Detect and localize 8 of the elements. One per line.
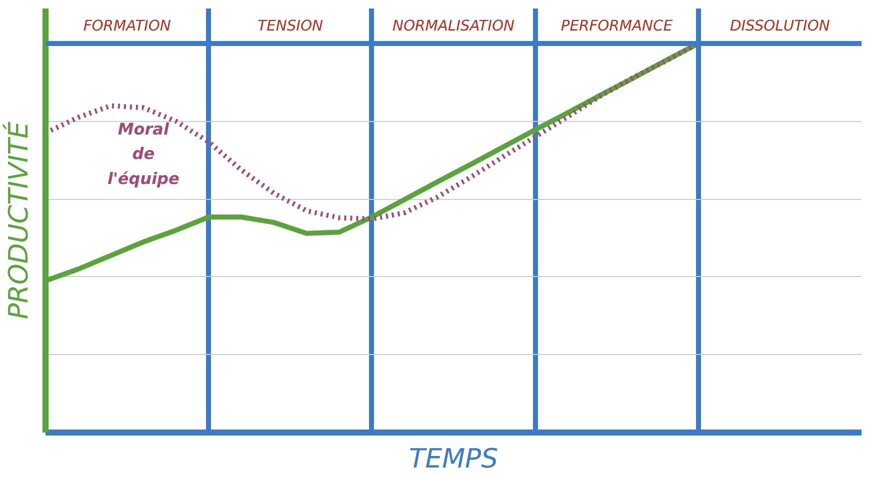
y-axis-title: PRODUCTIVITÉ <box>2 122 34 320</box>
text: DISSOLUTION <box>730 18 830 35</box>
text: PERFORMANCE <box>560 18 674 35</box>
x-axis-title: TEMPS <box>408 444 498 474</box>
text: TENSION <box>258 18 323 35</box>
series-label: Moral de l'équipe <box>107 119 180 188</box>
text: NORMALISATION <box>392 18 514 35</box>
text: FORMATION <box>83 18 171 35</box>
